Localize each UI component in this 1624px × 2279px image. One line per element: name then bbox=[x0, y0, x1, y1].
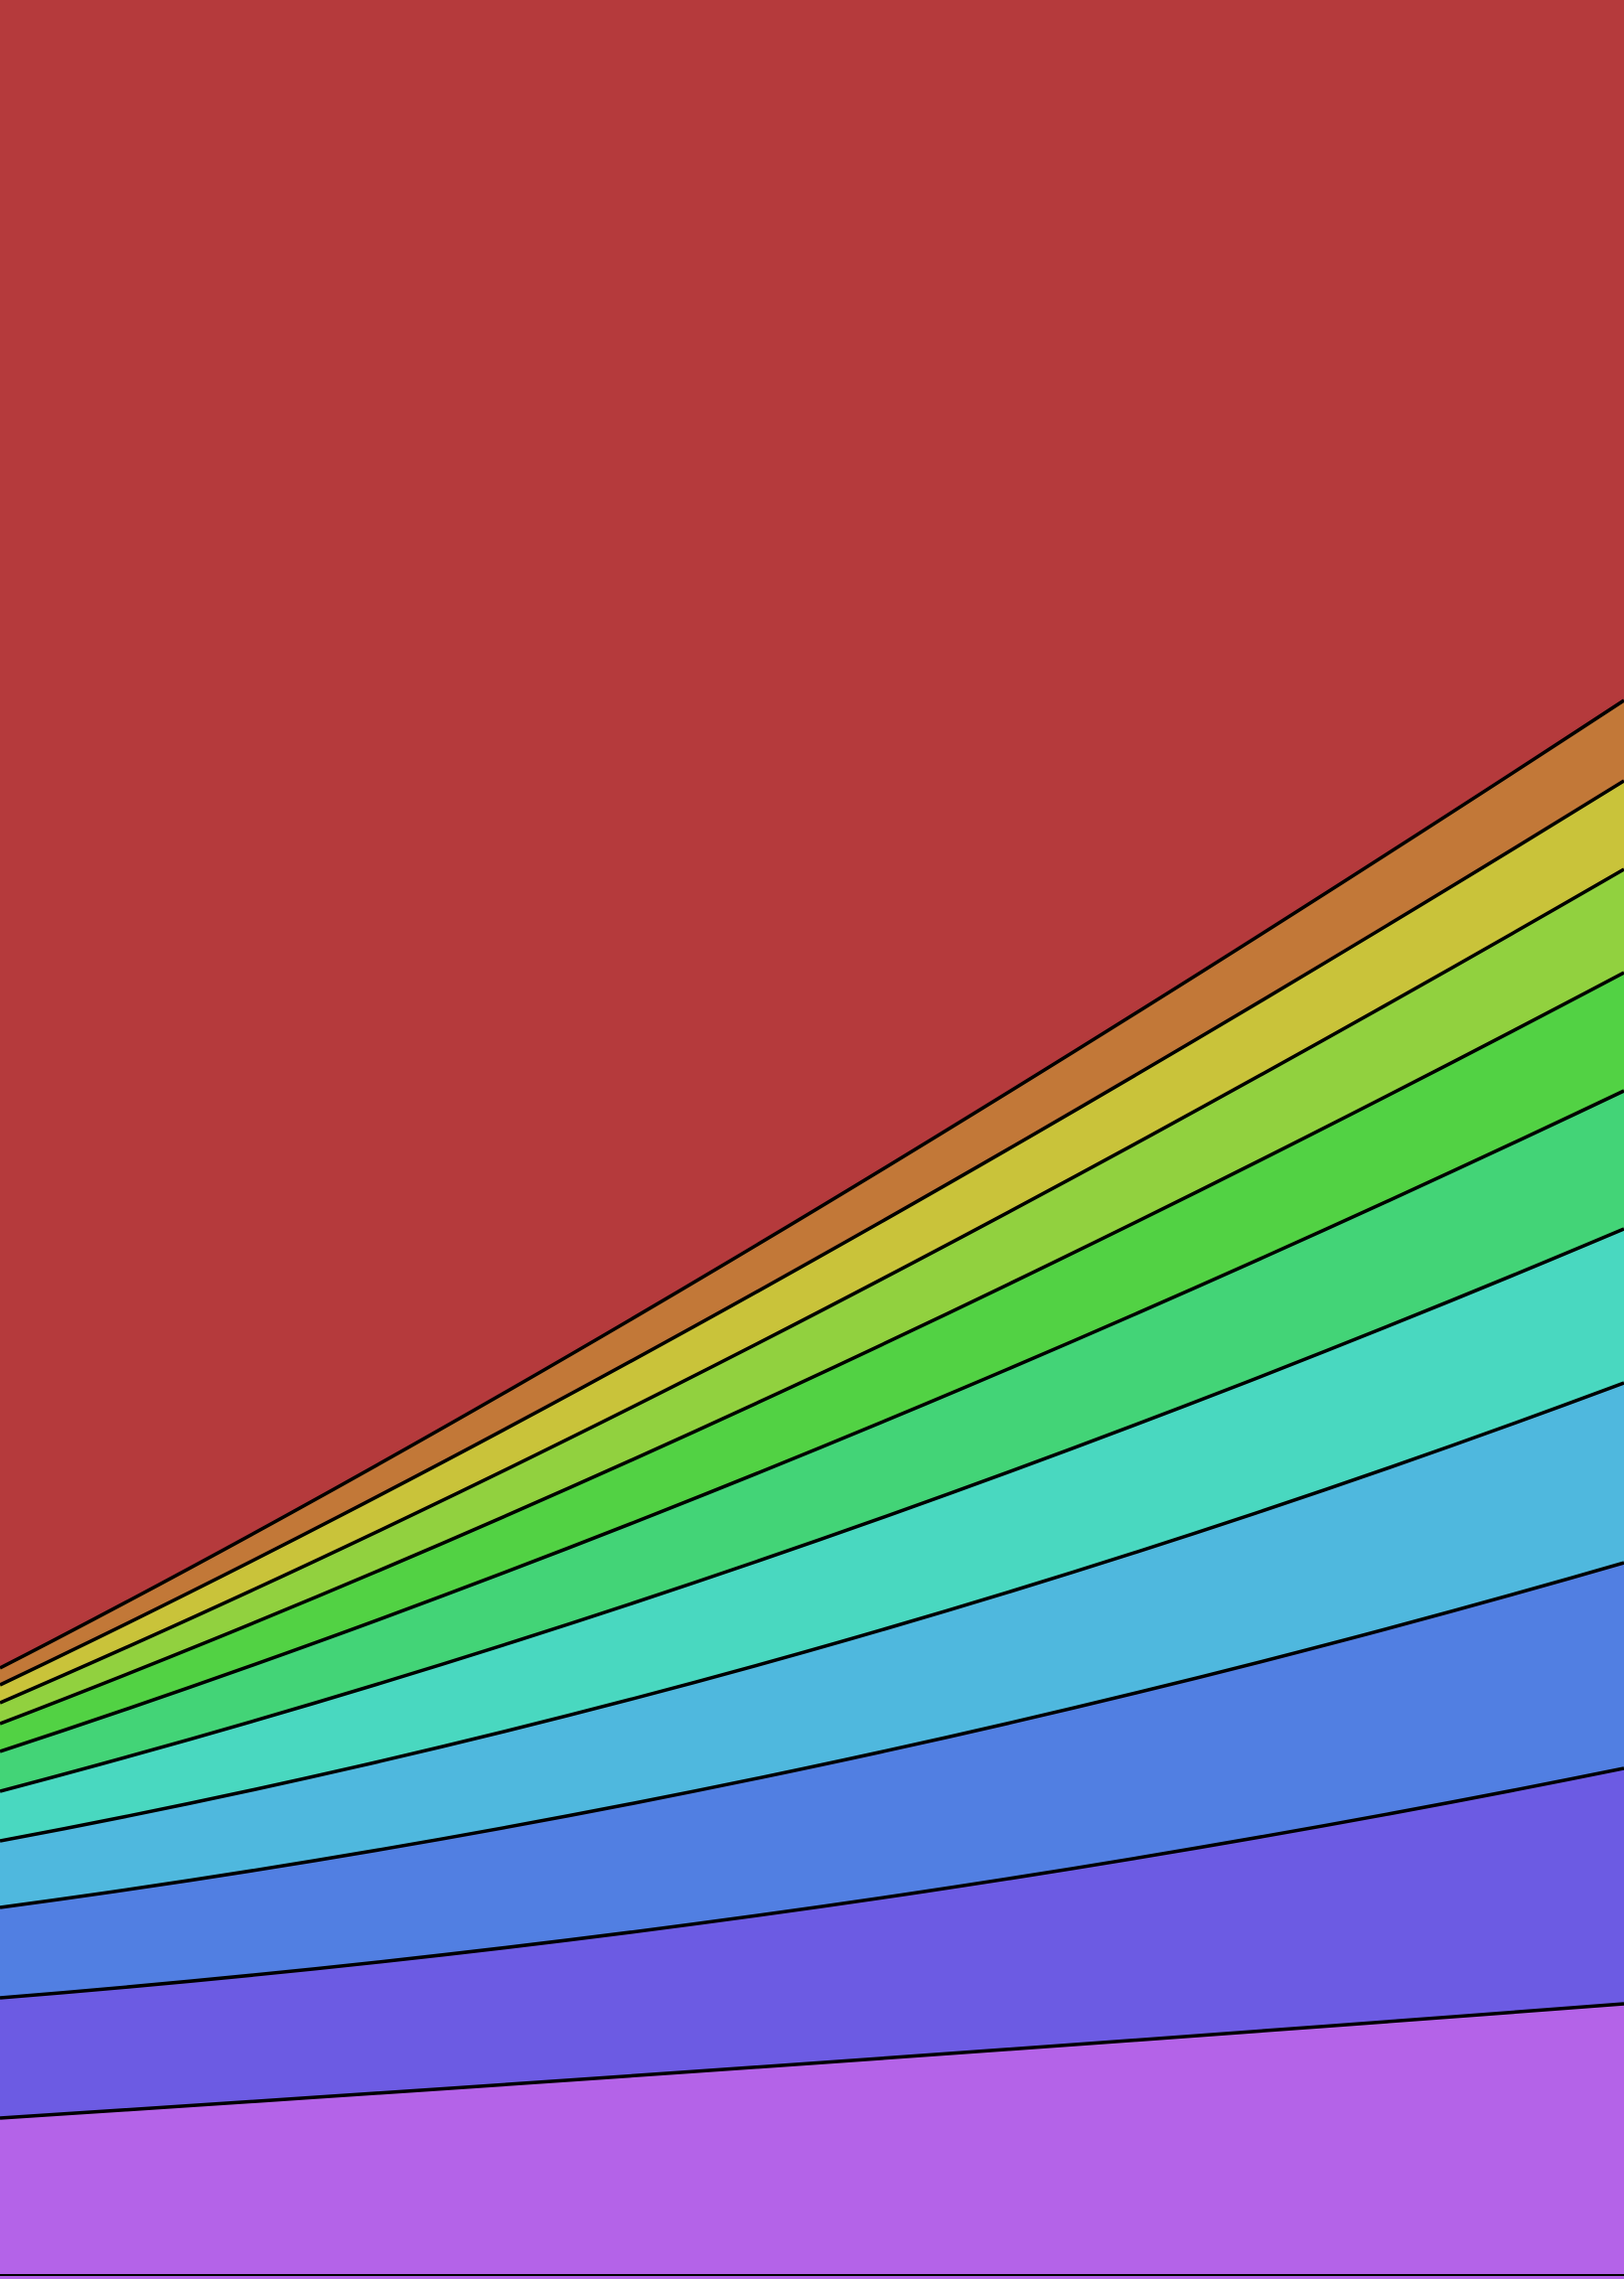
band-outline-8 bbox=[0, 1561, 1624, 1909]
band-outline-5 bbox=[0, 1089, 1624, 1753]
band-yellow bbox=[0, 781, 1624, 1703]
band-outline-10 bbox=[0, 2002, 1624, 2120]
band-outline-6 bbox=[0, 1227, 1624, 1793]
band-lime bbox=[0, 869, 1624, 1724]
band-outline-2 bbox=[0, 779, 1624, 1687]
band-group bbox=[0, 700, 1624, 2279]
band-blue bbox=[0, 1563, 1624, 1998]
band-outline-4 bbox=[0, 971, 1624, 1726]
band-outline-7 bbox=[0, 1381, 1624, 1843]
band-sky bbox=[0, 1383, 1624, 1907]
band-green bbox=[0, 973, 1624, 1751]
band-outline-3 bbox=[0, 867, 1624, 1705]
band-turquoise bbox=[0, 1229, 1624, 1841]
band-emerald bbox=[0, 1091, 1624, 1791]
band-outline-9 bbox=[0, 1766, 1624, 2000]
band-orange bbox=[0, 700, 1624, 1685]
band-indigo bbox=[0, 1768, 1624, 2118]
outline-group bbox=[0, 698, 1624, 2276]
band-violet bbox=[0, 2004, 1624, 2279]
band-outline-1 bbox=[0, 698, 1624, 1670]
